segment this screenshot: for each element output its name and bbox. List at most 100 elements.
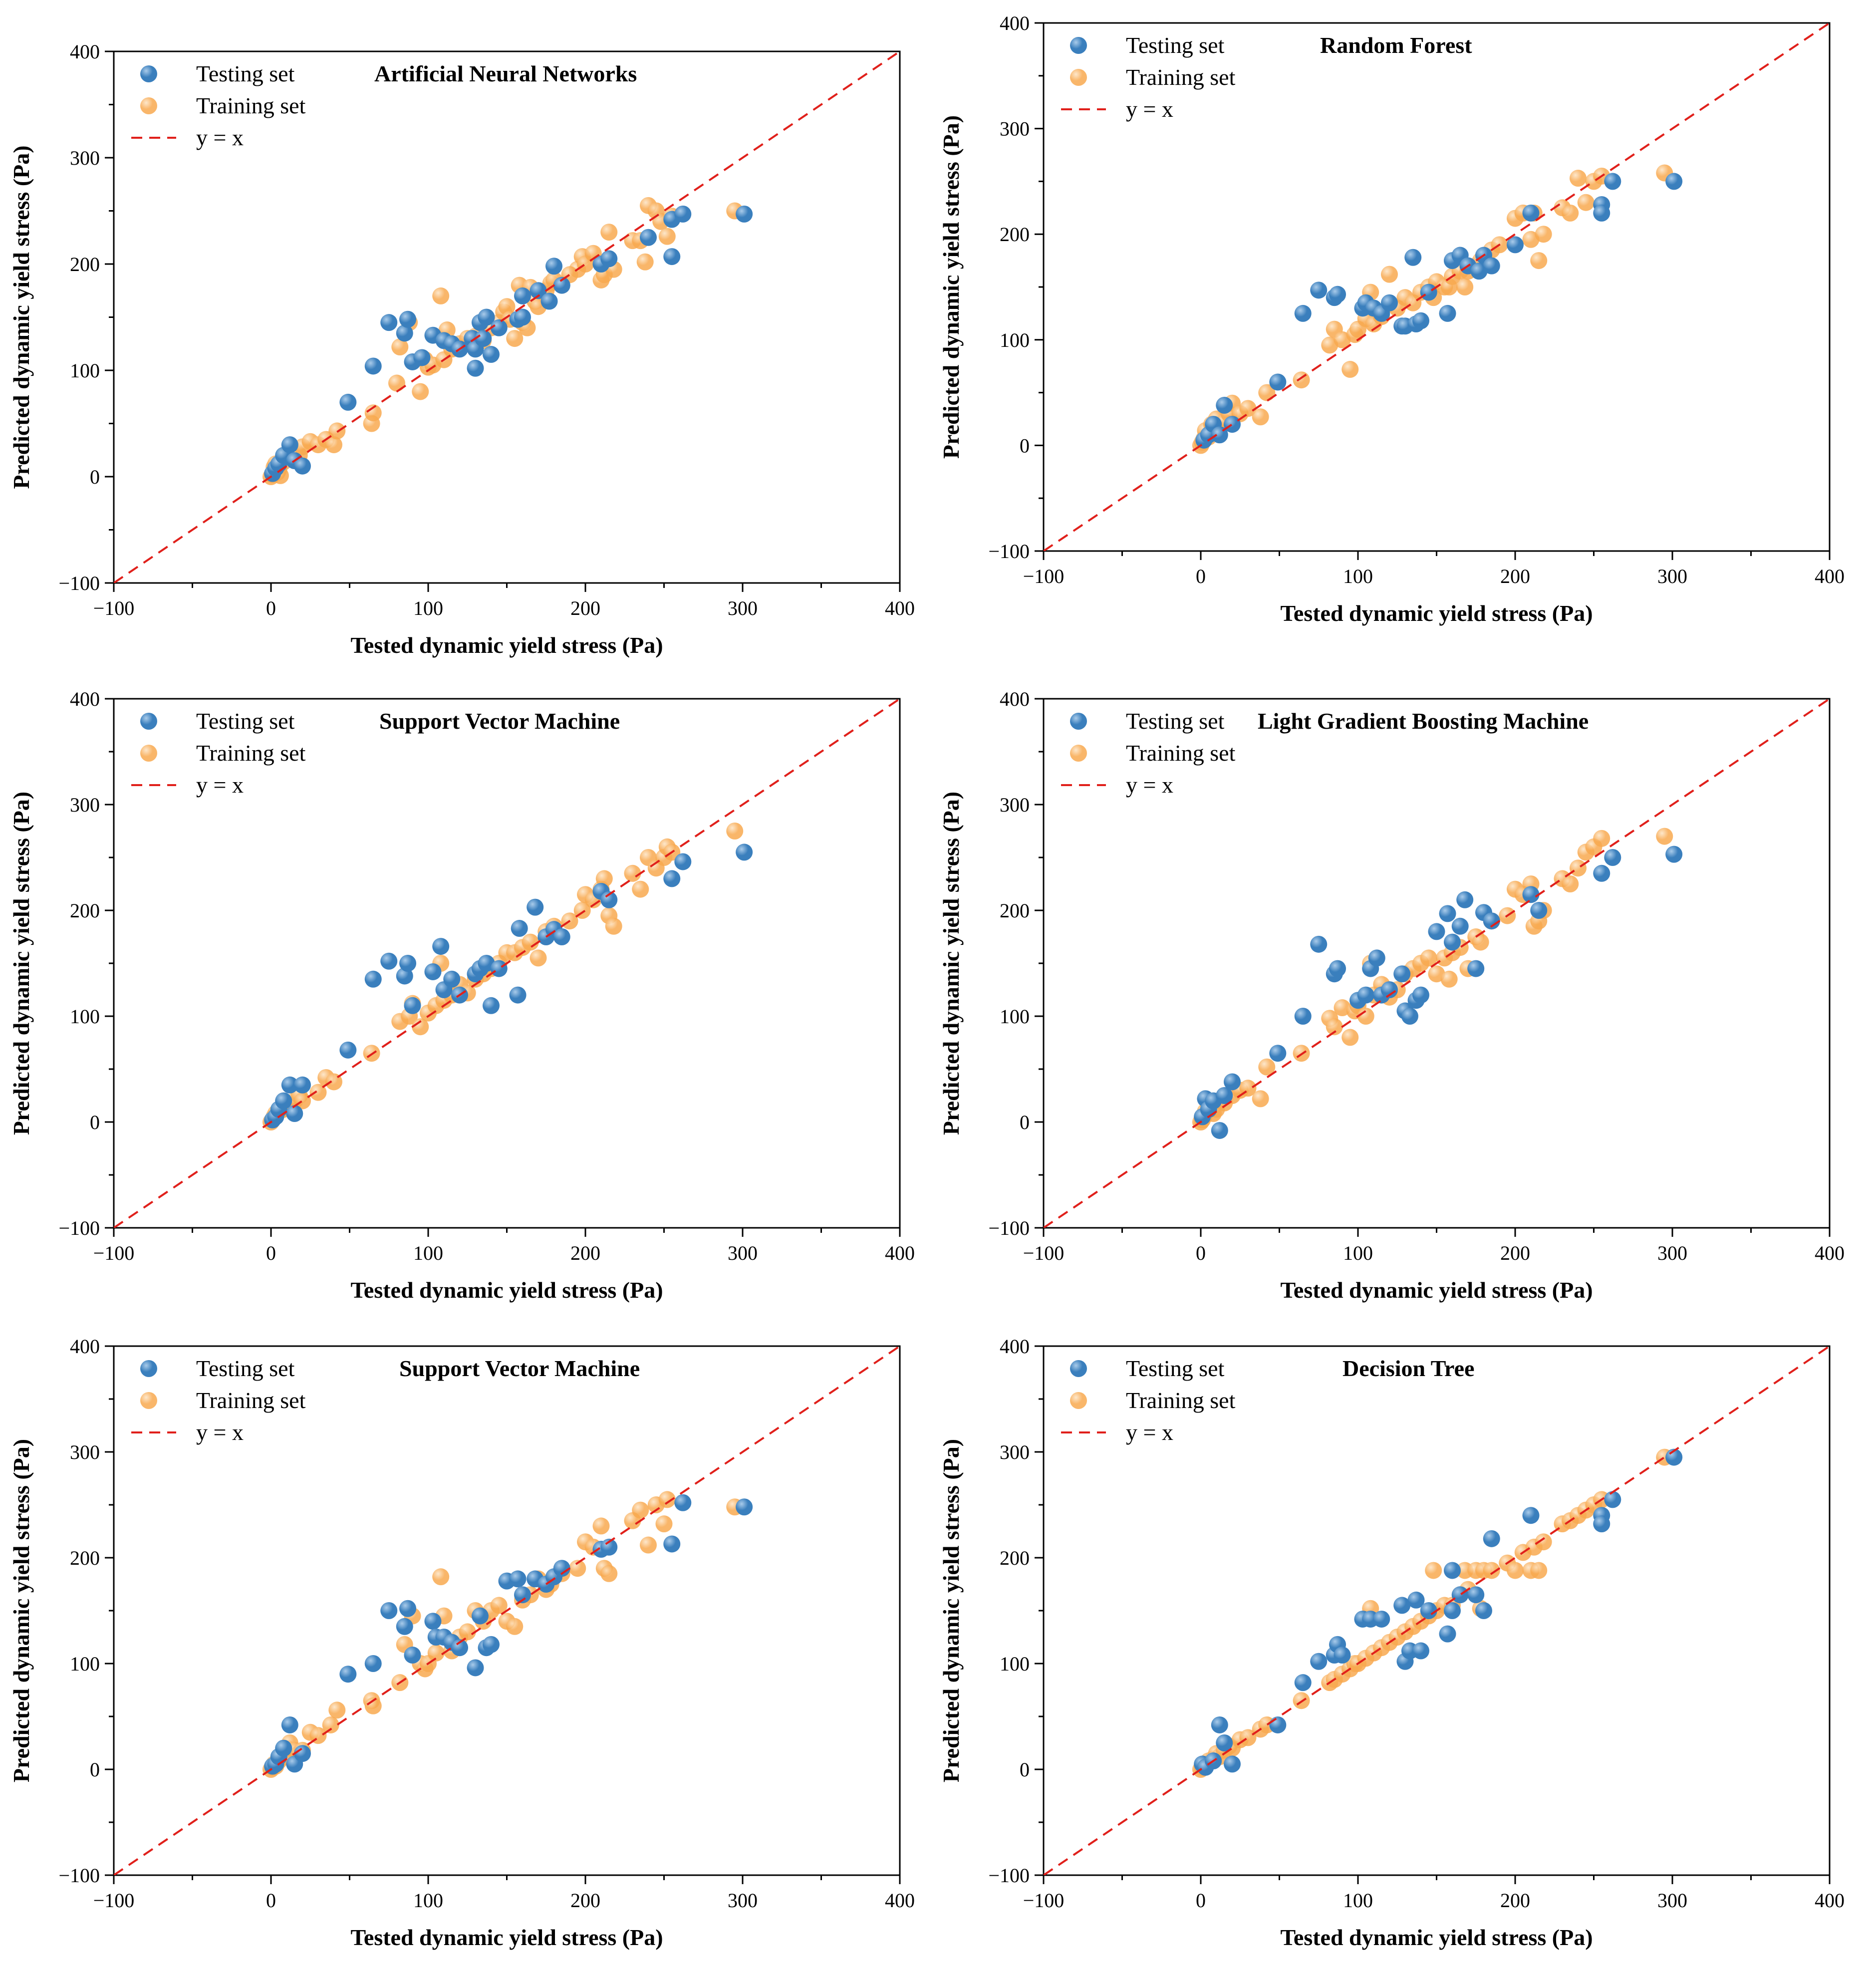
y-tick-label: 200	[1000, 899, 1030, 922]
x-tick-label: 100	[1343, 1889, 1373, 1912]
training-point	[325, 436, 342, 454]
testing-point	[600, 250, 618, 268]
testing-point	[736, 844, 753, 861]
testing-point	[509, 986, 527, 1004]
x-tick-label: 0	[266, 597, 276, 619]
testing-point	[1439, 905, 1456, 922]
x-tick-label: −100	[1023, 1889, 1065, 1912]
testing-point	[1329, 960, 1346, 977]
training-point	[1239, 1729, 1257, 1746]
training-point	[1239, 400, 1257, 417]
testing-point	[527, 898, 544, 916]
y-axis-label: Predicted dynamic yield stress (Pa)	[8, 145, 34, 489]
testing-point	[339, 393, 357, 411]
y-tick-label: 400	[1000, 12, 1030, 34]
legend: Testing set Training set y = x	[131, 1356, 306, 1445]
training-point	[624, 864, 641, 882]
legend: Testing set Training set y = x	[1061, 32, 1236, 122]
testing-point	[1211, 1716, 1228, 1733]
training-point	[600, 1565, 618, 1582]
y-tick-label: 0	[1020, 1111, 1030, 1133]
y-tick-label: 400	[70, 40, 100, 63]
chart-title: Decision Tree	[1342, 1356, 1474, 1381]
training-point	[388, 374, 405, 392]
testing-point	[1269, 1045, 1287, 1062]
identity-line	[114, 51, 900, 583]
training-point	[1562, 875, 1579, 892]
testing-point	[380, 952, 398, 970]
testing-point	[1407, 1591, 1425, 1609]
y-tick-label: 400	[1000, 1335, 1030, 1358]
training-point	[294, 1092, 311, 1110]
x-tick-label: 200	[570, 1889, 600, 1912]
testing-point	[553, 928, 570, 945]
testing-point	[483, 1636, 500, 1653]
testing-point	[553, 1560, 570, 1577]
training-point	[1252, 1090, 1269, 1108]
x-tick-label: 200	[570, 1242, 600, 1264]
training-point	[522, 933, 539, 951]
training-point	[1530, 1562, 1548, 1579]
testing-point	[443, 970, 461, 988]
x-axis-label: Tested dynamic yield stress (Pa)	[350, 632, 663, 658]
y-tick-label: 400	[70, 1335, 100, 1358]
y-tick-label: 300	[1000, 118, 1030, 140]
training-point	[1258, 384, 1276, 401]
testing-point	[467, 359, 484, 377]
training-point	[1341, 361, 1359, 378]
testing-point	[281, 436, 298, 454]
y-tick-label: 100	[1000, 329, 1030, 351]
training-point	[364, 404, 382, 422]
legend-identity-label: y = x	[1126, 96, 1173, 122]
testing-point	[396, 967, 413, 985]
testing-point	[1216, 396, 1233, 414]
testing-point	[275, 1739, 292, 1757]
identity-line	[1044, 1346, 1830, 1875]
y-tick-label: 300	[1000, 1441, 1030, 1463]
x-tick-label: 0	[1196, 1242, 1206, 1264]
legend-training-marker	[1070, 745, 1087, 762]
training-point	[1535, 1533, 1552, 1551]
testing-point	[736, 1498, 753, 1516]
legend: Testing set Training set y = x	[131, 708, 306, 798]
y-tick-label: 200	[1000, 1547, 1030, 1569]
testing-point	[380, 1602, 398, 1619]
legend-testing-marker	[140, 65, 157, 82]
training-point	[432, 1568, 450, 1586]
training-point	[1440, 970, 1458, 988]
testing-point	[1310, 1653, 1328, 1670]
legend-identity-label: y = x	[196, 125, 244, 150]
testing-point	[1329, 285, 1346, 303]
testing-point	[1294, 304, 1312, 322]
chart-panel-2: −100 0 100 200 300 400 −100 0 100 200 300 400 Tested…	[938, 12, 1845, 626]
legend-testing-label: Testing set	[1126, 708, 1225, 734]
testing-point	[1522, 1507, 1540, 1524]
x-tick-label: 200	[1500, 1242, 1530, 1264]
legend-training-label: Training set	[1126, 1388, 1236, 1413]
legend: Testing set Training set y = x	[131, 61, 306, 150]
testing-point	[399, 310, 417, 328]
testing-point	[404, 997, 421, 1014]
legend-training-marker	[140, 745, 157, 762]
legend-training-marker	[140, 97, 157, 114]
x-axis-label: Tested dynamic yield stress (Pa)	[1280, 1925, 1593, 1950]
legend-training-label: Training set	[1126, 740, 1236, 766]
x-tick-label: 100	[1343, 1242, 1373, 1264]
y-tick-label: 0	[90, 466, 100, 488]
testing-point	[1404, 249, 1422, 266]
testing-point	[1412, 986, 1429, 1004]
testing-point	[1530, 902, 1548, 919]
chart-panel-1: −100 0 100 200 300 400 −100 0 100 200 300 400 Tested…	[8, 40, 915, 658]
testing-point	[286, 1105, 303, 1123]
testing-point	[396, 324, 413, 342]
testing-point	[1310, 935, 1328, 953]
testing-point	[339, 1666, 357, 1683]
testing-point	[399, 955, 417, 972]
y-tick-label: 300	[1000, 794, 1030, 816]
legend-testing-label: Testing set	[196, 1356, 295, 1381]
testing-point	[1269, 373, 1287, 391]
training-point	[364, 1697, 382, 1714]
testing-point	[674, 205, 692, 223]
testing-point	[467, 1659, 484, 1677]
x-tick-label: 100	[1343, 565, 1373, 587]
